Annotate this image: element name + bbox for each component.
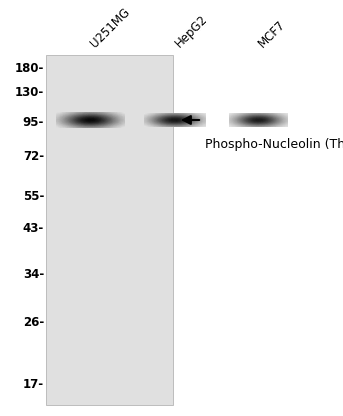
Text: 72-: 72- [23,151,44,163]
Text: Phospho-Nucleolin (Thr84): Phospho-Nucleolin (Thr84) [205,138,343,151]
Text: 95-: 95- [23,116,44,129]
Text: U251MG: U251MG [88,5,133,50]
Text: MCF7: MCF7 [256,18,288,50]
Text: 43-: 43- [23,221,44,235]
Text: 55-: 55- [23,191,44,203]
Text: 180-: 180- [15,62,44,74]
Text: 17-: 17- [23,379,44,391]
Text: 34-: 34- [23,268,44,282]
Bar [46,55,173,405]
Text: HepG2: HepG2 [173,12,211,50]
Text: 26-: 26- [23,315,44,329]
Text: 130-: 130- [15,86,44,99]
